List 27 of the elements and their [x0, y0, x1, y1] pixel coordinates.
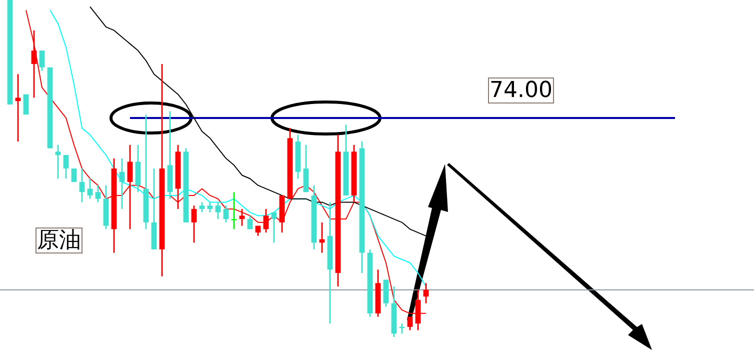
candlestick	[231, 191, 237, 230]
candlestick	[303, 144, 309, 193]
candlestick	[127, 144, 133, 230]
annotation: 原油	[36, 228, 82, 254]
candlestick	[383, 279, 389, 308]
candlestick	[247, 214, 253, 230]
annotation: 74.00	[488, 78, 554, 104]
candlestick	[95, 184, 101, 203]
candlestick	[135, 144, 141, 193]
candlestick	[263, 208, 269, 234]
candlestick	[207, 202, 213, 214]
candlestick	[79, 168, 85, 203]
candlestick	[71, 168, 77, 183]
candlestick	[31, 30, 37, 98]
candlestick	[215, 202, 221, 220]
candlestick	[119, 158, 125, 210]
candlestick	[55, 144, 61, 180]
candlestick	[63, 154, 69, 180]
candlestick	[407, 316, 413, 331]
candlestick	[415, 289, 421, 331]
candlestick	[223, 204, 229, 224]
candlestick	[87, 178, 93, 200]
candlestick	[199, 202, 205, 214]
candlestick	[239, 208, 245, 226]
candlestick	[191, 204, 197, 244]
candlestick	[15, 73, 21, 142]
candlestick	[39, 50, 45, 72]
